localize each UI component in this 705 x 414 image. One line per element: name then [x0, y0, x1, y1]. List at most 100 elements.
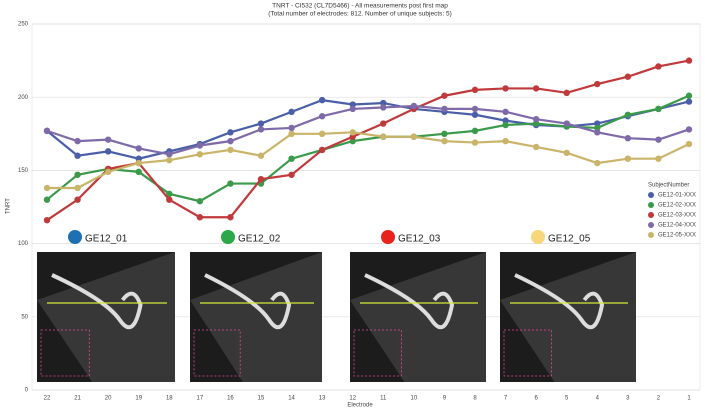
x-tick-label: 6	[534, 396, 538, 402]
point	[319, 131, 325, 137]
x-tick-label: 11	[380, 396, 387, 402]
point	[441, 106, 447, 112]
x-axis-label: Electrode	[347, 403, 373, 409]
point	[74, 172, 80, 178]
point	[227, 138, 233, 144]
point	[472, 139, 478, 145]
y-tick-label: 200	[18, 95, 29, 101]
point	[441, 131, 447, 137]
point	[105, 148, 111, 154]
point	[136, 145, 142, 151]
x-tick-label: 9	[443, 396, 447, 402]
point	[625, 74, 631, 80]
point	[594, 81, 600, 87]
point	[594, 129, 600, 135]
legend-swatch	[648, 202, 654, 208]
x-tick-label: 2	[657, 396, 661, 402]
point	[472, 87, 478, 93]
legend-label: GE12-04-XXX	[658, 223, 696, 229]
point	[380, 104, 386, 110]
point	[533, 116, 539, 122]
point	[74, 196, 80, 202]
point	[686, 93, 692, 99]
point	[564, 120, 570, 126]
point	[166, 157, 172, 163]
point	[288, 125, 294, 131]
point	[74, 153, 80, 159]
y-axis-label: TNRT	[6, 198, 12, 214]
x-tick-label: 1	[687, 396, 691, 402]
image-label: GE12_01	[85, 234, 128, 245]
legend-swatch	[648, 232, 654, 238]
legend-swatch	[648, 212, 654, 218]
y-tick-label: 250	[18, 22, 29, 28]
legend-title: SubjectNumber	[648, 183, 689, 189]
y-tick-label: 0	[25, 388, 29, 394]
point	[288, 131, 294, 137]
point	[44, 196, 50, 202]
point	[502, 122, 508, 128]
point	[197, 151, 203, 157]
point	[686, 98, 692, 104]
x-tick-label: 19	[135, 396, 142, 402]
point	[288, 155, 294, 161]
point	[594, 160, 600, 166]
image-label: GE12_03	[398, 234, 441, 245]
legend-label: GE12-03-XXX	[658, 213, 696, 219]
x-tick-label: 14	[288, 396, 295, 402]
point	[197, 214, 203, 220]
point	[411, 134, 417, 140]
point	[655, 136, 661, 142]
point	[197, 198, 203, 204]
point	[472, 128, 478, 134]
point	[625, 135, 631, 141]
legend-label: GE12-05-XXX	[658, 233, 696, 239]
image-label: GE12_05	[548, 234, 591, 245]
legend-label: GE12-01-XXX	[658, 193, 696, 199]
point	[319, 113, 325, 119]
image-marker	[381, 230, 395, 244]
point	[686, 126, 692, 132]
point	[502, 109, 508, 115]
point	[258, 120, 264, 126]
point	[655, 106, 661, 112]
point	[319, 97, 325, 103]
point	[136, 160, 142, 166]
point	[227, 147, 233, 153]
point	[686, 141, 692, 147]
x-tick-label: 20	[105, 396, 112, 402]
point	[166, 151, 172, 157]
y-tick-label: 150	[18, 168, 29, 174]
point	[227, 129, 233, 135]
chart-title: TNRT - CI532 (CL7D5466) - All measuremen…	[272, 3, 448, 10]
point	[655, 63, 661, 69]
point	[533, 85, 539, 91]
point	[258, 153, 264, 159]
point	[105, 169, 111, 175]
point	[472, 106, 478, 112]
point	[380, 134, 386, 140]
point	[411, 103, 417, 109]
point	[350, 106, 356, 112]
point	[686, 57, 692, 63]
x-tick-label: 10	[411, 396, 418, 402]
point	[564, 150, 570, 156]
legend-swatch	[648, 192, 654, 198]
point	[502, 138, 508, 144]
point	[319, 147, 325, 153]
x-tick-label: 4	[596, 396, 600, 402]
point	[350, 129, 356, 135]
point	[197, 142, 203, 148]
point	[441, 93, 447, 99]
point	[258, 126, 264, 132]
image-label: GE12_02	[238, 234, 281, 245]
chart-subtitle: (Total number of electrodes: 812. Number…	[268, 11, 452, 18]
x-tick-label: 17	[197, 396, 204, 402]
point	[380, 120, 386, 126]
point	[288, 172, 294, 178]
point	[44, 217, 50, 223]
point	[44, 185, 50, 191]
legend-swatch	[648, 222, 654, 228]
chart: TNRT - CI532 (CL7D5466) - All measuremen…	[0, 0, 705, 409]
image-marker	[221, 230, 235, 244]
